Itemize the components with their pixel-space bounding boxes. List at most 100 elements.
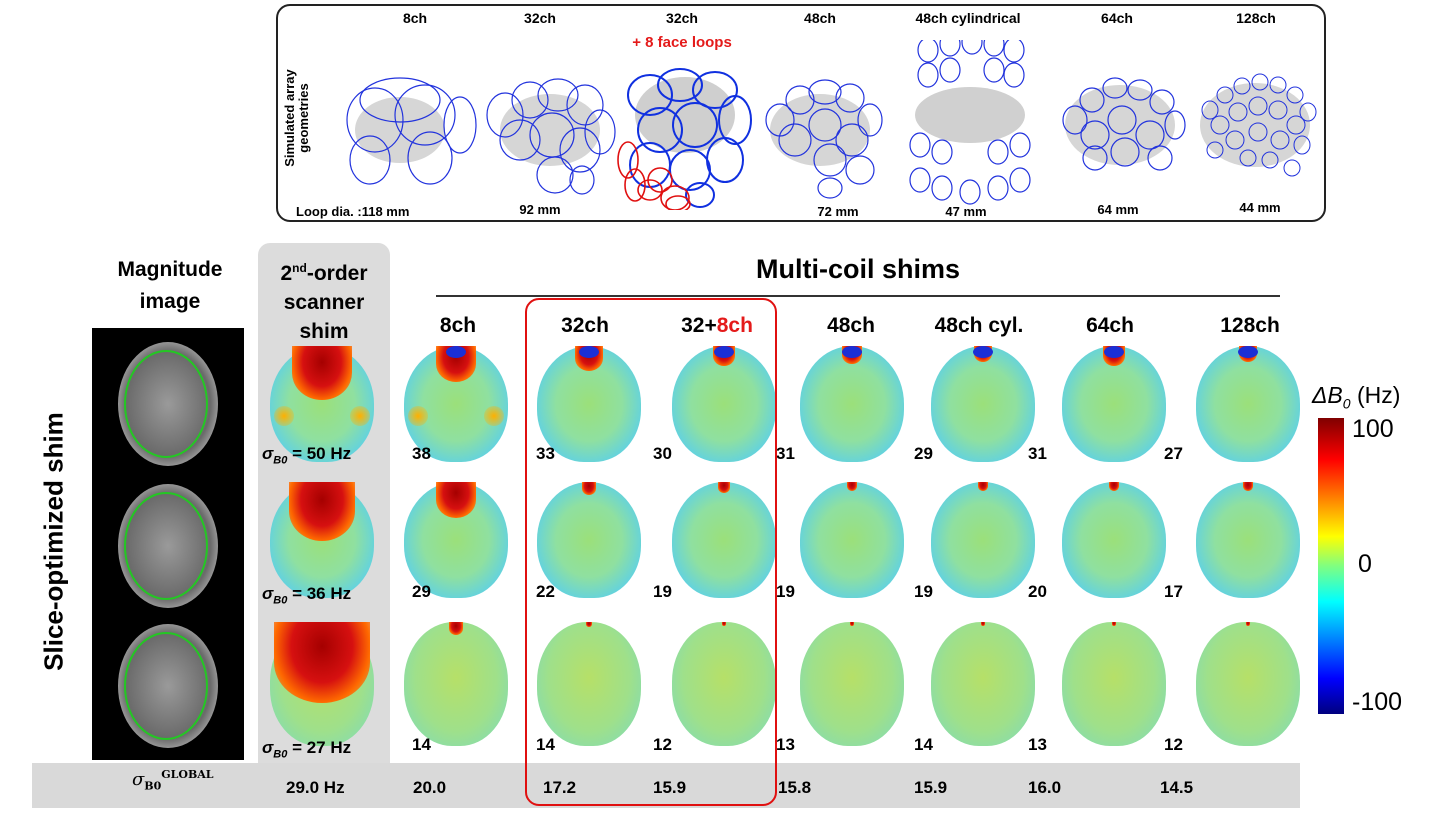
field-map-r3-c1 — [270, 622, 374, 746]
field-map-r2-c2 — [404, 482, 508, 598]
column-header-32ch: 32ch — [561, 314, 609, 337]
sigma-value-r2-c4: 19 — [776, 582, 795, 601]
field-map-r3-c3 — [537, 622, 641, 746]
sigma-value-r2-c2: 22 — [536, 582, 555, 601]
sigma-value-r1-c3: 30 — [653, 444, 672, 463]
global-scanner-value: 29.0 Hz — [286, 778, 345, 797]
field-map-r2-c1 — [270, 482, 374, 598]
field-map-r1-c4 — [672, 346, 776, 462]
coil-array-32ch-plus-8 — [617, 68, 752, 210]
colorbar-tick-max: 100 — [1352, 415, 1394, 443]
coil-array-48ch-cylindrical — [909, 40, 1031, 205]
slice-optimized-shim-label: Slice-optimized shim — [38, 412, 69, 671]
simulated-array-label: Simulated array geometries — [282, 69, 311, 167]
column-header-64ch: 64ch — [1086, 314, 1134, 337]
sigma-value-r2-c5: 19 — [914, 582, 933, 601]
magnitude-image-label: Magnitude image — [117, 258, 223, 313]
face-loops-label: + 8 face loops — [632, 34, 732, 51]
array-geometry-panel — [276, 4, 1326, 222]
column-header-48ch-cyl: 48ch cyl. — [934, 314, 1024, 337]
field-map-r1-c7 — [1062, 346, 1166, 462]
sigma-value-r3-c5: 14 — [914, 735, 933, 754]
coil-array-32ch — [486, 78, 616, 195]
global-sigma-value-c2: 17.2 — [543, 778, 577, 797]
sigma-value-r3-c2: 14 — [536, 735, 555, 754]
global-sigma-value-c3: 15.9 — [653, 778, 687, 797]
colorbar-tick-zero: 0 — [1358, 550, 1372, 578]
sigma-value-r2-c7: 17 — [1164, 582, 1183, 601]
loop-dia-64ch: 64 mm — [1097, 202, 1139, 217]
field-map-r2-c4 — [672, 482, 776, 598]
field-map-r1-c6 — [931, 346, 1035, 462]
multicoil-title: Multi-coil shims — [756, 254, 961, 284]
loop-dia-32ch: 92 mm — [519, 202, 561, 217]
array-name-8ch: 8ch — [402, 10, 428, 26]
column-header-32plus8ch: 32+8ch — [681, 314, 753, 337]
field-map-r1-c5 — [800, 346, 904, 462]
column-header-8ch: 8ch — [439, 314, 477, 337]
magnitude-slice-3 — [118, 624, 218, 748]
scanner-shim-label: 2nd-order scanner shim — [280, 261, 368, 343]
field-map-r1-c1 — [270, 346, 374, 462]
field-map-r3-c6 — [931, 622, 1035, 746]
sigma-value-r3-c1: 14 — [412, 735, 431, 754]
sigma-value-r1-c5: 29 — [914, 444, 933, 463]
scanner-sigma-row2: σB0 = 36 Hz — [262, 584, 352, 607]
field-map-r2-c5 — [800, 482, 904, 598]
field-map-r2-c6 — [931, 482, 1035, 598]
sigma-value-r2-c3: 19 — [653, 582, 672, 601]
global-sigma-value-c6: 16.0 — [1028, 778, 1062, 797]
global-sigma-label: σB0GLOBAL — [132, 768, 214, 793]
multicoil-divider — [436, 295, 1280, 297]
global-sigma-value-c4: 15.8 — [778, 778, 812, 797]
coil-array-64ch — [1062, 77, 1186, 171]
array-name-48ch-cylindrical: 48ch cylindrical — [915, 10, 1021, 26]
sigma-value-r1-c6: 31 — [1028, 444, 1047, 463]
colorbar — [1318, 418, 1344, 714]
colorbar-tick-min: -100 — [1352, 688, 1403, 716]
field-map-r2-c7 — [1062, 482, 1166, 598]
sigma-value-r3-c4: 13 — [776, 735, 795, 754]
sigma-value-r3-c6: 13 — [1028, 735, 1047, 754]
scanner-sigma-row3: σB0 = 27 Hz — [262, 738, 352, 761]
scanner-sigma-row1: σB0 = 50 Hz — [262, 444, 352, 467]
sigma-value-r3-c7: 12 — [1164, 735, 1183, 754]
sigma-value-r1-c4: 31 — [776, 444, 795, 463]
field-map-r2-c3 — [537, 482, 641, 598]
array-name-32ch-face: 32ch — [666, 10, 698, 26]
global-sigma-value-c5: 15.9 — [914, 778, 948, 797]
sigma-value-r1-c2: 33 — [536, 444, 555, 463]
highlight-32ch-box — [525, 298, 777, 806]
column-header-128ch: 128ch — [1220, 314, 1280, 337]
field-map-r1-c3 — [537, 346, 641, 462]
field-map-r1-c8 — [1196, 346, 1300, 462]
sigma-value-r1-c7: 27 — [1164, 444, 1183, 463]
coil-array-8ch — [346, 77, 477, 185]
global-sigma-value-c1: 20.0 — [413, 778, 447, 797]
loop-dia-48ch: 72 mm — [817, 204, 859, 219]
sigma-value-r2-c1: 29 — [412, 582, 431, 601]
magnitude-image-panel — [92, 328, 244, 760]
magnitude-slice-1 — [118, 342, 218, 466]
field-map-r2-c8 — [1196, 482, 1300, 598]
array-name-128ch: 128ch — [1236, 10, 1276, 26]
sigma-value-r2-c6: 20 — [1028, 582, 1047, 601]
field-map-r3-c7 — [1062, 622, 1166, 746]
loop-dia-8ch: Loop dia. :118 mm — [296, 204, 410, 219]
field-map-r3-c5 — [800, 622, 904, 746]
column-header-48ch: 48ch — [827, 314, 875, 337]
magnitude-slice-2 — [118, 484, 218, 608]
field-map-r3-c8 — [1196, 622, 1300, 746]
coil-array-drawings — [346, 40, 1317, 210]
loop-dia-128ch: 44 mm — [1239, 200, 1281, 215]
coil-array-48ch — [765, 79, 883, 199]
coil-array-128ch — [1200, 73, 1317, 177]
sigma-value-r1-c1: 38 — [412, 444, 431, 463]
loop-dia-48ch-cyl: 47 mm — [945, 204, 987, 219]
field-map-r3-c4 — [672, 622, 776, 746]
global-sigma-bar — [32, 763, 1300, 808]
field-map-r3-c2 — [404, 622, 508, 746]
array-name-48ch: 48ch — [804, 10, 836, 26]
array-name-64ch: 64ch — [1101, 10, 1133, 26]
global-sigma-value-c7: 14.5 — [1160, 778, 1194, 797]
